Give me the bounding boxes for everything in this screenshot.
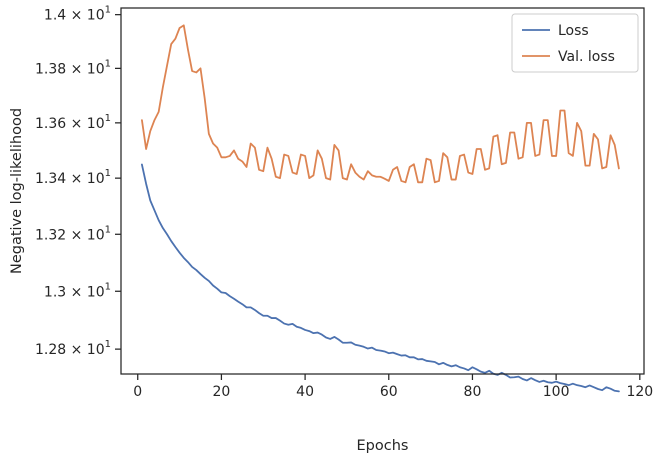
- x-tick-label: 120: [626, 384, 653, 400]
- plot-frame: [120, 7, 645, 375]
- legend-label-val-loss: Val. loss: [558, 49, 615, 65]
- series-line-loss: [141, 163, 620, 393]
- x-tick-label: 80: [464, 384, 482, 400]
- series-line-val-loss: [141, 24, 620, 184]
- y-tick-label: 1.34 × 101: [35, 168, 111, 187]
- y-ticks: 1.28 × 101 1.3 × 101 1.32 × 101 1.34 × 101 1…: [35, 5, 121, 358]
- x-tick-label: 40: [296, 384, 314, 400]
- x-ticks: 0 20 40 60 80 100 120: [133, 374, 653, 400]
- y-tick-label: 1.3 × 101: [44, 281, 111, 300]
- y-tick-label: 1.32 × 101: [35, 224, 111, 243]
- y-tick-label: 1.28 × 101: [35, 339, 111, 358]
- y-axis-label: Negative log-likelihood: [9, 108, 25, 274]
- y-tick-label: 1.38 × 101: [35, 58, 111, 77]
- y-tick-label: 1.4 × 101: [44, 5, 111, 24]
- legend-box: [511, 13, 639, 73]
- x-tick-label: 0: [133, 384, 142, 400]
- x-tick-label: 20: [213, 384, 231, 400]
- legend: Loss Val. loss: [511, 13, 639, 73]
- x-tick-label: 100: [543, 384, 570, 400]
- series-layer: [141, 24, 620, 393]
- legend-label-loss: Loss: [558, 23, 589, 39]
- x-axis-label: Epochs: [357, 438, 409, 454]
- y-tick-label: 1.36 × 101: [35, 113, 111, 132]
- x-tick-label: 60: [380, 384, 398, 400]
